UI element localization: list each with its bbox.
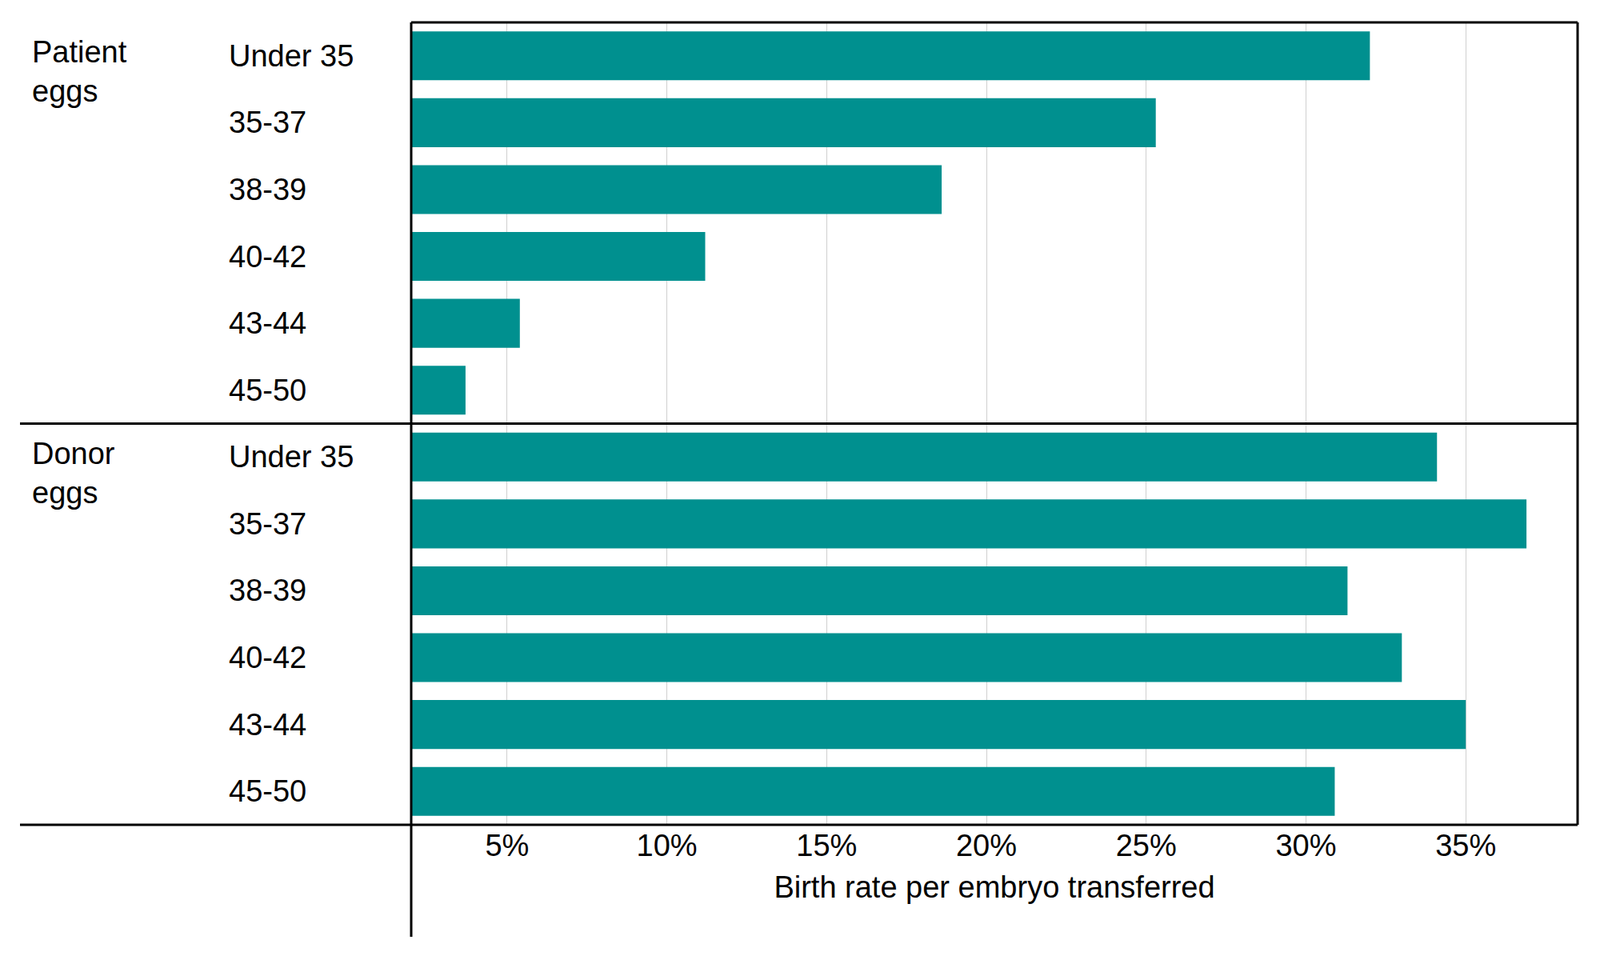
svg-text:40-42: 40-42 (228, 640, 307, 675)
svg-text:Donoreggs: Donoreggs (32, 436, 116, 510)
svg-text:43-44: 43-44 (228, 708, 307, 742)
svg-text:40-42: 40-42 (228, 240, 307, 274)
svg-text:5%: 5% (484, 828, 529, 863)
svg-text:20%: 20% (956, 828, 1017, 863)
svg-text:Birth rate per embryo transfer: Birth rate per embryo transferred (773, 870, 1215, 904)
svg-text:10%: 10% (636, 828, 698, 863)
svg-text:45-50: 45-50 (228, 373, 307, 408)
svg-text:43-44: 43-44 (228, 306, 307, 340)
svg-text:Under 35: Under 35 (228, 440, 354, 474)
svg-text:25%: 25% (1116, 828, 1177, 863)
svg-text:35%: 35% (1435, 828, 1496, 863)
svg-text:Patienteggs: Patienteggs (32, 35, 128, 108)
svg-text:Under 35: Under 35 (228, 39, 354, 73)
svg-text:38-39: 38-39 (228, 172, 307, 207)
svg-text:35-37: 35-37 (228, 507, 307, 541)
svg-text:30%: 30% (1275, 828, 1336, 863)
svg-text:15%: 15% (796, 828, 857, 863)
svg-text:35-37: 35-37 (228, 105, 307, 140)
svg-text:45-50: 45-50 (228, 774, 307, 808)
svg-text:38-39: 38-39 (228, 573, 307, 608)
